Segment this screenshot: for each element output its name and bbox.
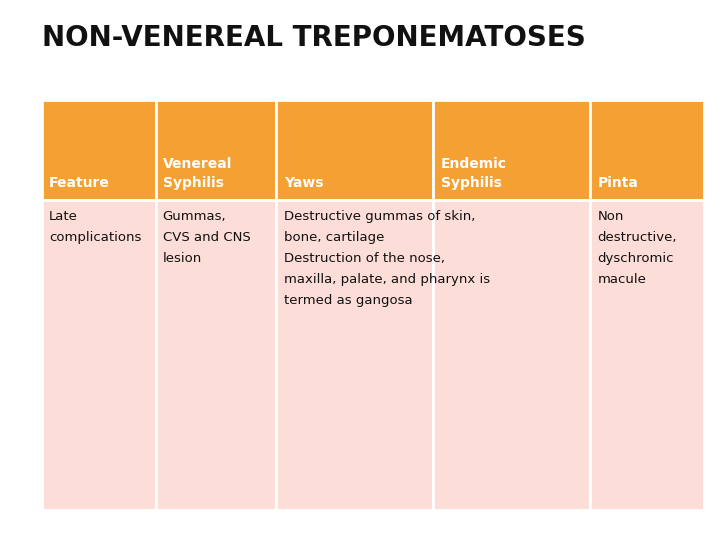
Text: Pinta: Pinta [598, 176, 639, 190]
Text: Yaws: Yaws [284, 176, 323, 190]
Bar [42, 200, 156, 510]
Text: Destructive gummas of skin,
bone, cartilage
Destruction of the nose,
maxilla, pa: Destructive gummas of skin, bone, cartil… [284, 210, 490, 307]
Bar [156, 200, 276, 510]
Bar [433, 200, 590, 510]
Text: Non
destructive,
dyschromic
macule: Non destructive, dyschromic macule [598, 210, 677, 286]
Bar [42, 100, 156, 200]
Bar [433, 100, 590, 200]
Text: Late
complications: Late complications [49, 210, 141, 244]
Text: Gummas,
CVS and CNS
lesion: Gummas, CVS and CNS lesion [163, 210, 251, 265]
Text: Feature: Feature [49, 176, 110, 190]
Text: NON-VENEREAL TREPONEMATOSES: NON-VENEREAL TREPONEMATOSES [42, 24, 585, 52]
Text: Endemic
Syphilis: Endemic Syphilis [441, 157, 507, 190]
Bar [590, 200, 704, 510]
Bar [276, 100, 433, 200]
Text: Venereal
Syphilis: Venereal Syphilis [163, 157, 232, 190]
Bar [590, 100, 704, 200]
Bar [156, 100, 276, 200]
Bar [276, 200, 433, 510]
